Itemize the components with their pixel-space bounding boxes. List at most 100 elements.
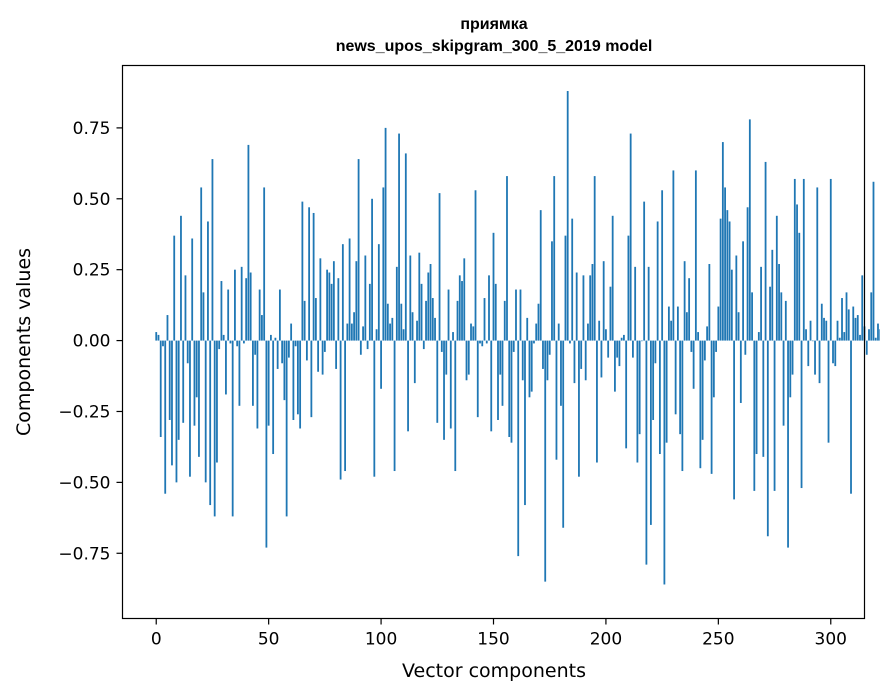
bar xyxy=(240,266,243,341)
bar xyxy=(852,306,855,341)
bar xyxy=(519,289,522,341)
bar xyxy=(398,133,400,341)
bar xyxy=(434,317,436,341)
bar xyxy=(173,235,176,341)
bar xyxy=(647,266,650,341)
bar xyxy=(375,329,378,341)
bar xyxy=(508,340,511,437)
bar xyxy=(373,340,376,477)
x-tick-label: 150 xyxy=(477,630,509,650)
bar xyxy=(341,244,344,341)
bar xyxy=(564,235,567,341)
bar xyxy=(312,212,315,341)
bar xyxy=(535,323,538,341)
bar xyxy=(623,334,625,341)
bar xyxy=(757,332,760,341)
bar xyxy=(285,340,288,517)
bar xyxy=(778,264,780,341)
bar xyxy=(789,340,792,398)
bar xyxy=(213,340,216,517)
bar xyxy=(512,340,515,352)
bar xyxy=(607,340,610,358)
bar xyxy=(501,340,504,406)
bar xyxy=(171,340,173,466)
bar xyxy=(337,278,340,341)
bar xyxy=(382,187,385,341)
bar xyxy=(330,283,333,341)
bar xyxy=(488,275,490,341)
x-tick-label: 100 xyxy=(365,630,397,650)
bar xyxy=(344,340,346,472)
y-tick-label: 0.50 xyxy=(73,190,111,210)
bar xyxy=(598,320,601,341)
bar xyxy=(407,340,409,432)
bar xyxy=(800,340,803,489)
bar xyxy=(258,289,261,341)
bar xyxy=(305,340,308,361)
bar xyxy=(503,300,506,341)
bar xyxy=(645,340,648,565)
bar xyxy=(402,329,405,341)
bar xyxy=(400,303,403,341)
bar xyxy=(440,340,443,352)
bar xyxy=(175,340,178,483)
bar xyxy=(328,272,331,341)
bar xyxy=(166,315,169,341)
bar xyxy=(409,255,412,341)
bar xyxy=(825,320,828,341)
bar xyxy=(730,269,733,341)
bar xyxy=(753,340,756,491)
bar xyxy=(699,340,702,469)
bar xyxy=(526,317,529,341)
bar xyxy=(418,252,421,341)
bar xyxy=(494,283,497,341)
x-tick-label: 200 xyxy=(590,630,622,650)
bar xyxy=(694,170,697,341)
bar xyxy=(829,178,832,341)
y-tick-label: 0.75 xyxy=(73,119,111,139)
bar xyxy=(872,181,875,341)
bar xyxy=(706,326,709,341)
bar xyxy=(818,340,821,384)
bar xyxy=(724,187,726,341)
bar xyxy=(771,249,774,341)
bar xyxy=(717,306,720,341)
bar xyxy=(510,340,513,443)
bar xyxy=(793,178,796,341)
bar xyxy=(719,218,722,341)
bar xyxy=(218,340,221,350)
bar xyxy=(515,289,517,341)
bar xyxy=(544,340,547,582)
bar xyxy=(816,187,819,341)
bar xyxy=(811,340,814,342)
bar xyxy=(834,340,837,367)
bar xyxy=(710,340,713,474)
bar xyxy=(371,198,373,341)
bar xyxy=(865,340,868,355)
bar xyxy=(454,340,457,472)
bar xyxy=(474,190,477,341)
bar xyxy=(584,340,587,381)
bar xyxy=(467,340,470,375)
bar xyxy=(353,312,355,341)
bar xyxy=(321,340,324,375)
bar xyxy=(587,323,589,341)
bar xyxy=(299,340,302,429)
bar xyxy=(483,298,486,341)
bar xyxy=(868,329,870,341)
chart-subtitle: news_upos_skipgram_300_5_2019 model xyxy=(336,38,653,55)
bar xyxy=(245,278,248,341)
bar xyxy=(521,340,524,381)
bar xyxy=(261,315,263,341)
bar xyxy=(263,187,266,341)
bar xyxy=(236,340,239,347)
y-tick-label: −0.75 xyxy=(58,544,110,564)
bar xyxy=(393,340,396,472)
bar xyxy=(733,340,735,500)
bar xyxy=(726,210,729,341)
bar xyxy=(159,340,162,437)
bar xyxy=(641,340,643,342)
x-tick-label: 0 xyxy=(151,630,162,650)
bar xyxy=(861,275,864,341)
